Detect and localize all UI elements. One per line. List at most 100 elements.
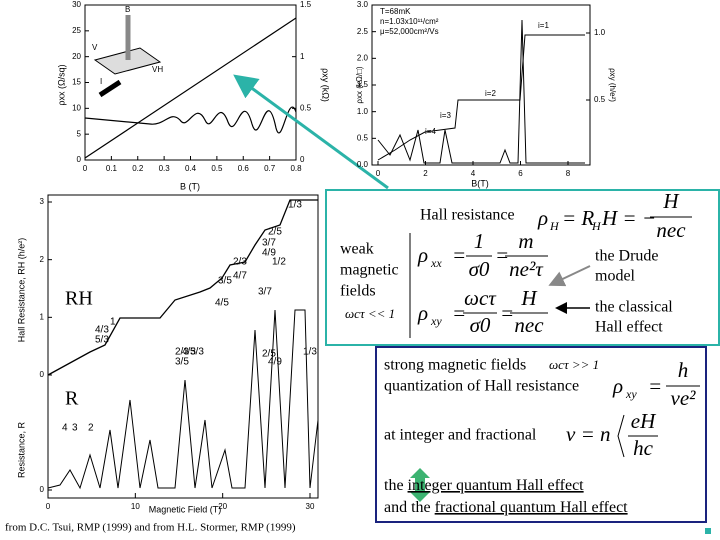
x-tick-label: 20 xyxy=(218,502,227,511)
fraction-label: 2/5 xyxy=(268,227,282,238)
y-tick-label: 3 xyxy=(40,197,45,206)
r-trace xyxy=(47,309,319,490)
legend-line: n=1.03x10¹¹/cm² xyxy=(380,17,439,26)
box-frame xyxy=(325,189,720,346)
formula-part: ρ xyxy=(417,243,428,267)
y-tick-label: 1 xyxy=(40,312,45,321)
fraction-label: 4/3 xyxy=(95,325,109,336)
text-part: and the xyxy=(384,499,435,516)
weak-text: magnetic xyxy=(340,262,399,279)
formula-part: ρ xyxy=(537,206,548,230)
formula-part: ωcτ xyxy=(464,286,497,310)
x-tick-label: 0.8 xyxy=(290,164,302,173)
integer-label: 3 xyxy=(72,423,78,434)
x-tick-label: 0.1 xyxy=(106,164,118,173)
formula-part: H xyxy=(591,219,602,233)
y2-tick-label: 0.5 xyxy=(594,95,606,104)
fraction-label: 2/3 xyxy=(233,257,247,268)
drude-text: model xyxy=(595,268,636,285)
bracket xyxy=(617,414,625,458)
pointer-arrow xyxy=(233,74,389,190)
formula-part: σ0 xyxy=(470,313,491,337)
fraction-label: 5/3 xyxy=(95,335,109,346)
formula-part: eH xyxy=(631,409,657,433)
formula-part: = xyxy=(452,243,466,267)
x-tick-label: 0.7 xyxy=(264,164,276,173)
x-tick-label: 0.2 xyxy=(132,164,144,173)
x-axis-label: B(T) xyxy=(471,178,489,188)
formula-part: 1 xyxy=(474,229,485,253)
x-tick-label: 0 xyxy=(83,164,88,173)
x-tick-label: 2 xyxy=(423,169,428,178)
r-tick-label: 0 xyxy=(40,485,45,494)
fractional-text: at integer and fractional xyxy=(384,427,537,444)
formula-part: H xyxy=(520,286,538,310)
formula-part: xy xyxy=(625,387,637,401)
formula-part: = R xyxy=(562,206,594,230)
formula-part: xy xyxy=(430,314,442,328)
x-tick-label: 0.4 xyxy=(185,164,197,173)
x-tick-label: 0.6 xyxy=(238,164,250,173)
text-part: fractional quantum Hall effect xyxy=(435,499,629,516)
plot-top-right: T=68mK n=1.03x10¹¹/cm² μ=52,000cm²/Vs i=… xyxy=(355,4,617,188)
integer-label: 4 xyxy=(62,423,68,434)
fraction-label: 1/3 xyxy=(288,200,302,211)
integer-label: 2 xyxy=(88,423,94,434)
fraction-label: 4/9 xyxy=(268,357,282,368)
text-part: integer quantum Hall effect xyxy=(408,477,585,494)
fraction-label: 3/5 xyxy=(175,357,189,368)
current-arrow xyxy=(98,79,122,98)
r-label: R xyxy=(65,388,79,410)
fractional-effect-text: and the fractional quantum Hall effect xyxy=(384,499,628,516)
fraction-label: 3/5 xyxy=(218,276,232,287)
sample-inset xyxy=(93,47,162,75)
weak-text: weak xyxy=(340,241,374,258)
plot-bottom-left: RH R Magnetic Field (T) Hall Resistance,… xyxy=(16,194,319,514)
formula-part: = xyxy=(452,301,466,325)
plateau-label: i=1 xyxy=(538,21,549,30)
citation: from D.C. Tsui, RMP (1999) and from H.L.… xyxy=(5,522,296,534)
classical-text: the classical xyxy=(595,299,673,316)
formula-part: H xyxy=(662,189,680,213)
quantization-text: quantization of Hall resistance xyxy=(384,378,579,395)
x-tick-label: 4 xyxy=(471,169,476,178)
y-tick-label: 0.5 xyxy=(357,133,369,142)
y2-tick-label: 0.5 xyxy=(300,103,312,112)
drude-arrow xyxy=(548,265,591,287)
rh-label: RH xyxy=(65,288,93,310)
y2-tick-label: 0 xyxy=(300,155,305,164)
y-tick-label: 25 xyxy=(72,26,81,35)
x-tick-label: 6 xyxy=(518,169,523,178)
plateau-label: i=4 xyxy=(425,127,436,136)
y2-axis-label: ρxy (h/e²) xyxy=(608,68,617,102)
y-tick-label: 2.0 xyxy=(357,53,369,62)
formula-part: h xyxy=(678,358,689,382)
strong-condition: ωcτ >> 1 xyxy=(549,357,599,372)
hall-plateaus xyxy=(377,34,585,161)
formula-part: nec xyxy=(656,218,686,242)
y2-tick-label: 1.0 xyxy=(594,28,606,37)
x-tick-label: 0.5 xyxy=(211,164,223,173)
y-tick-label: 0 xyxy=(40,370,45,379)
x-tick-label: 10 xyxy=(131,502,140,511)
y2-axis-label: ρxy (kΩ) xyxy=(321,68,331,102)
formula-part: hc xyxy=(633,436,654,460)
fraction-label: 4/5 xyxy=(215,298,229,309)
y-axis-label: Hall Resistance, RH (h/e²) xyxy=(16,238,26,343)
formula-part: = xyxy=(495,243,509,267)
legend-line: μ=52,000cm²/Vs xyxy=(380,27,439,36)
integer-text: the integer quantum Hall effect xyxy=(384,477,584,494)
fraction-label: 4/3 xyxy=(182,347,196,358)
y-tick-label: 30 xyxy=(72,0,81,9)
y-tick-label: 3.0 xyxy=(357,0,369,9)
fraction-label: 1/2 xyxy=(272,257,286,268)
formula-part: = xyxy=(500,301,514,325)
fraction-label: 3/7 xyxy=(258,287,272,298)
drude-text: the Drude xyxy=(595,248,659,265)
box-title: Hall resistance xyxy=(420,207,515,224)
formula-part: H xyxy=(549,219,560,233)
y-tick-label: 10 xyxy=(72,103,81,112)
y-tick-label: 0.0 xyxy=(357,160,369,169)
formula-part: ν = n xyxy=(566,422,611,446)
text-part: the xyxy=(384,477,408,494)
